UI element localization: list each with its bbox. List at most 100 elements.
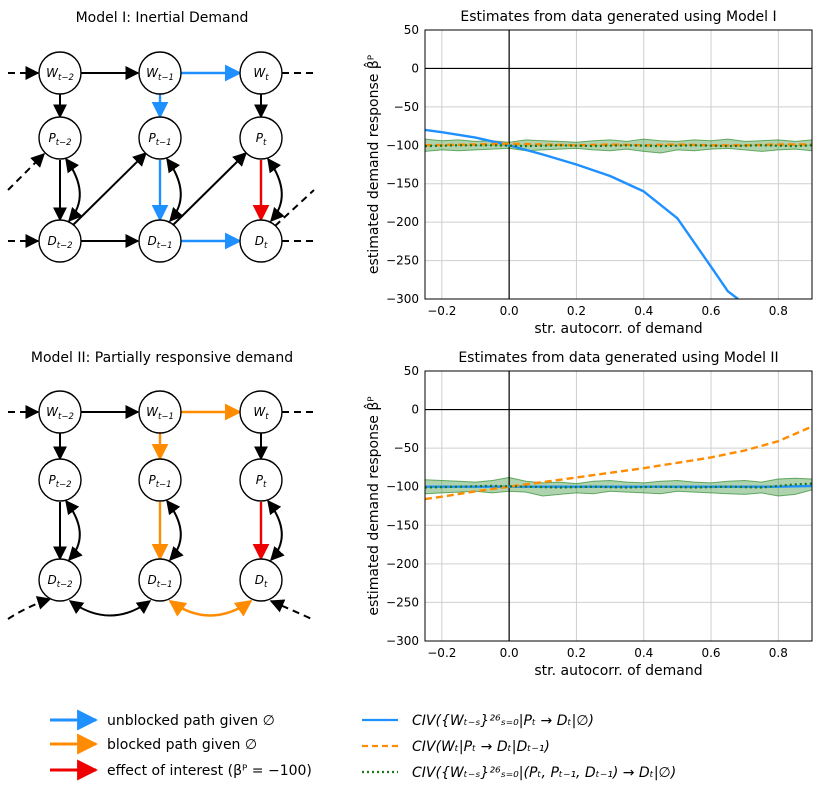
y-tick-label: 0 xyxy=(411,403,419,417)
edge xyxy=(274,189,315,227)
svg-text:Dt−1: Dt−1 xyxy=(147,573,172,590)
legend-item-civ-orange: CIV(Wₜ|Pₜ → Dₜ|Dₜ₋₁) xyxy=(362,739,550,755)
edge xyxy=(172,152,247,226)
node-p-t-2: Pt−2 xyxy=(38,458,82,502)
node-p-t-1: Pt−1 xyxy=(138,116,182,160)
node-letter: D xyxy=(47,573,56,587)
x-tick-label: 0.8 xyxy=(769,304,788,318)
edge xyxy=(65,499,83,562)
chart-model-1: −0.2 0.0 0.2 0.4 0.6 0.8 50 0 −50 −100 −150 −200 −25… xyxy=(363,9,813,337)
node-subscript: t xyxy=(265,73,269,83)
node-p-t-2: Pt−2 xyxy=(38,116,82,160)
x-tick-label: 0.4 xyxy=(634,646,653,660)
node-letter: P xyxy=(148,131,156,145)
legend: unblocked path given ∅ blocked path give… xyxy=(50,709,676,781)
x-tick-label: −0.2 xyxy=(427,646,456,660)
svg-text:Dt−2: Dt−2 xyxy=(47,573,72,590)
legend-label: CIV({Wₜ₋ₛ}²⁶ₛ₌₀|(Pₜ, Pₜ₋₁, Dₜ₋₁) → Dₜ|∅) xyxy=(412,765,676,781)
x-tick-label: 0.0 xyxy=(500,646,519,660)
node-w-t-1: Wt−1 xyxy=(138,390,182,434)
y-tick-label: −250 xyxy=(386,254,419,268)
legend-label: blocked path given ∅ xyxy=(107,737,257,753)
diagram-2-title: Model II: Partially responsive demand xyxy=(31,350,293,366)
y-tick-label: −150 xyxy=(386,177,419,191)
node-d-t-1: Dt−1 xyxy=(138,558,182,602)
edge xyxy=(267,499,285,562)
plot-frame xyxy=(424,370,813,642)
node-letter: W xyxy=(253,66,266,80)
series-line-blue xyxy=(425,484,812,488)
x-tick-label: 0.6 xyxy=(701,646,720,660)
node-subscript: t−1 xyxy=(156,138,172,148)
edge xyxy=(166,157,184,223)
node-subscript: t−1 xyxy=(157,580,173,590)
node-letter: P xyxy=(48,473,56,487)
node-subscript: t xyxy=(264,580,268,590)
svg-text:Dt: Dt xyxy=(255,573,268,590)
x-axis-label: str. autocorr. of demand xyxy=(534,321,702,337)
svg-text:Pt−1: Pt−1 xyxy=(148,473,171,490)
node-letter: W xyxy=(253,405,266,419)
node-p-t-1: Pt−1 xyxy=(138,458,182,502)
y-tick-label: −200 xyxy=(386,557,419,571)
node-letter: D xyxy=(147,573,156,587)
node-letter: P xyxy=(148,473,156,487)
diagram-model-2: Model II: Partially responsive demand Wt… xyxy=(7,350,315,621)
y-tick-label: −50 xyxy=(394,100,419,114)
svg-text:Wt: Wt xyxy=(253,405,269,422)
node-subscript: t xyxy=(263,480,267,490)
legend-label: CIV(Wₜ|Pₜ → Dₜ|Dₜ₋₁) xyxy=(412,739,550,755)
edge xyxy=(7,596,52,620)
node-letter: D xyxy=(147,234,156,248)
edge xyxy=(72,152,147,226)
node-letter: P xyxy=(48,131,56,145)
legend-item-civ-blue: CIV({Wₜ₋ₛ}²⁶ₛ₌₀|Pₜ → Dₜ|∅) xyxy=(362,713,594,729)
legend-label: unblocked path given ∅ xyxy=(107,713,275,729)
series-line-orange xyxy=(425,425,812,501)
edge xyxy=(7,153,45,191)
svg-text:Wt−1: Wt−1 xyxy=(146,405,174,422)
diagram-1-title: Model I: Inertial Demand xyxy=(76,10,249,26)
node-subscript: t−2 xyxy=(57,580,73,590)
svg-text:Pt−2: Pt−2 xyxy=(48,131,71,148)
node-p-t: Pt xyxy=(239,116,283,160)
chart-title: Estimates from data generated using Mode… xyxy=(458,350,778,366)
node-w-t-2: Wt−2 xyxy=(38,390,82,434)
node-letter: P xyxy=(256,131,264,145)
chart-title: Estimates from data generated using Mode… xyxy=(460,9,776,25)
node-subscript: t xyxy=(265,412,269,422)
node-subscript: t−2 xyxy=(58,412,74,422)
svg-text:Dt−1: Dt−1 xyxy=(147,234,172,251)
node-w-t-1: Wt−1 xyxy=(138,51,182,95)
x-tick-label: 0.6 xyxy=(701,304,720,318)
confidence-band xyxy=(425,138,812,154)
node-d-t-2: Dt−2 xyxy=(38,219,82,263)
edge xyxy=(168,600,253,617)
node-p-t: Pt xyxy=(239,458,283,502)
node-letter: D xyxy=(47,234,56,248)
node-w-t: Wt xyxy=(239,390,283,434)
svg-text:Pt: Pt xyxy=(256,131,267,148)
chart-model-2: −0.2 0.0 0.2 0.4 0.6 0.8 50 0 −50 −100 −150 −200 −25… xyxy=(363,350,813,679)
y-tick-label: −300 xyxy=(386,292,419,306)
node-subscript: t−1 xyxy=(157,241,173,251)
y-axis-label: estimated demand response β̂ᴾ xyxy=(363,54,382,274)
node-subscript: t−1 xyxy=(158,73,174,83)
y-tick-label: −150 xyxy=(386,518,419,532)
node-subscript: t−1 xyxy=(158,412,174,422)
x-axis-label: str. autocorr. of demand xyxy=(534,663,702,679)
y-tick-label: −300 xyxy=(386,634,419,648)
y-tick-label: −50 xyxy=(394,441,419,455)
svg-text:Pt−1: Pt−1 xyxy=(148,131,171,148)
node-d-t: Dt xyxy=(239,558,283,602)
y-tick-label: −250 xyxy=(386,595,419,609)
node-w-t: Wt xyxy=(239,51,283,95)
svg-text:Pt−2: Pt−2 xyxy=(48,473,71,490)
node-w-t-2: Wt−2 xyxy=(38,51,82,95)
y-axis-label: estimated demand response β̂ᴾ xyxy=(363,396,382,616)
edge xyxy=(269,599,315,621)
x-tick-label: 0.0 xyxy=(500,304,519,318)
edge xyxy=(68,600,152,617)
legend-item-civ-green: CIV({Wₜ₋ₛ}²⁶ₛ₌₀|(Pₜ, Pₜ₋₁, Dₜ₋₁) → Dₜ|∅) xyxy=(362,765,676,781)
y-tick-label: −200 xyxy=(386,215,419,229)
